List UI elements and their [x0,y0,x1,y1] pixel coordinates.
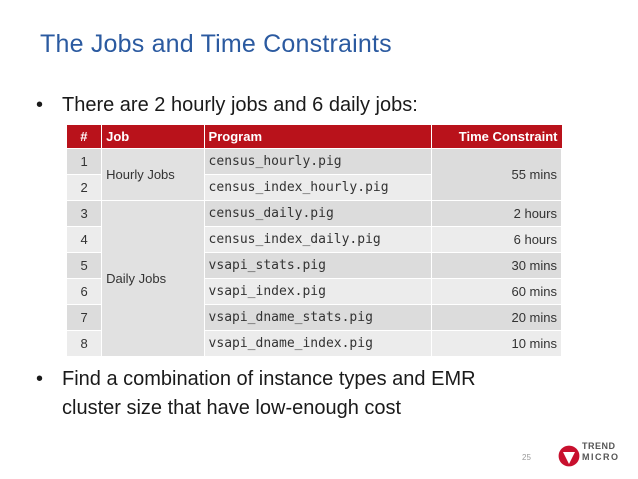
table-row: 6 vsapi_index.pig 60 mins [65,278,562,305]
time-constraint: 2 hours [431,200,562,227]
job-group-hourly: Hourly Jobs [101,148,205,201]
program-name: census_hourly.pig [203,148,433,175]
bullet-text-line2: cluster size that have low-enough cost [62,397,402,419]
table-row: 5 vsapi_stats.pig 30 mins [65,252,562,279]
time-constraint: 10 mins [431,330,562,357]
time-constraint: 60 mins [431,278,562,305]
logo-text-micro: MICRO [582,452,620,462]
time-constraint: 20 mins [431,304,562,331]
row-num: 5 [65,252,103,279]
table-row: 7 vsapi_dname_stats.pig 20 mins [65,304,562,331]
header-job: Job [101,125,205,149]
time-constraint-hourly: 55 mins [431,148,562,201]
row-num: 2 [65,174,103,201]
time-constraint: 30 mins [431,252,562,279]
header-time-constraint: Time Constraint [431,125,562,149]
row-num: 8 [65,330,103,357]
program-name: vsapi_index.pig [203,278,433,305]
program-name: vsapi_stats.pig [203,252,433,279]
page-number: 25 [522,453,531,462]
table-header-row: # Job Program Time Constraint [66,125,562,149]
table-row: 3 Daily Jobs census_daily.pig 2 hours [65,200,562,357]
program-name: census_index_daily.pig [203,226,433,253]
program-name: vsapi_dname_index.pig [203,330,433,357]
bullet-symbol: • [36,368,44,390]
bullet-find-combination: • Find a combination of instance types an… [36,365,596,423]
job-group-daily: Daily Jobs [101,200,205,357]
bullet-hourly-daily: • There are 2 hourly jobs and 6 daily job… [36,94,418,117]
bullet-symbol: • [36,94,44,116]
slide-title: The Jobs and Time Constraints [40,30,392,58]
header-program: Program [204,125,433,149]
program-name: census_daily.pig [203,200,433,227]
row-num: 7 [65,304,103,331]
row-num: 4 [65,226,103,253]
bullet-text: There are 2 hourly jobs and 6 daily jobs… [62,94,418,116]
time-constraint: 6 hours [431,226,562,253]
program-name: census_index_hourly.pig [203,174,433,201]
jobs-table: # Job Program Time Constraint 1 Hourly J… [65,125,562,357]
logo-text-trend: TREND [582,441,616,451]
row-num: 6 [65,278,103,305]
table-row: 4 census_index_daily.pig 6 hours [65,226,562,253]
row-num: 1 [65,148,103,175]
row-num: 3 [65,200,103,227]
table-row: 2 census_index_hourly.pig [65,174,562,201]
bullet-text-line1: Find a combination of instance types and… [62,368,476,390]
table-row: 8 vsapi_dname_index.pig 10 mins [65,330,562,357]
table-row: 1 Hourly Jobs census_hourly.pig 55 mins [65,148,562,201]
header-num: # [66,125,103,149]
trend-micro-logo-icon [557,444,581,468]
program-name: vsapi_dname_stats.pig [203,304,433,331]
